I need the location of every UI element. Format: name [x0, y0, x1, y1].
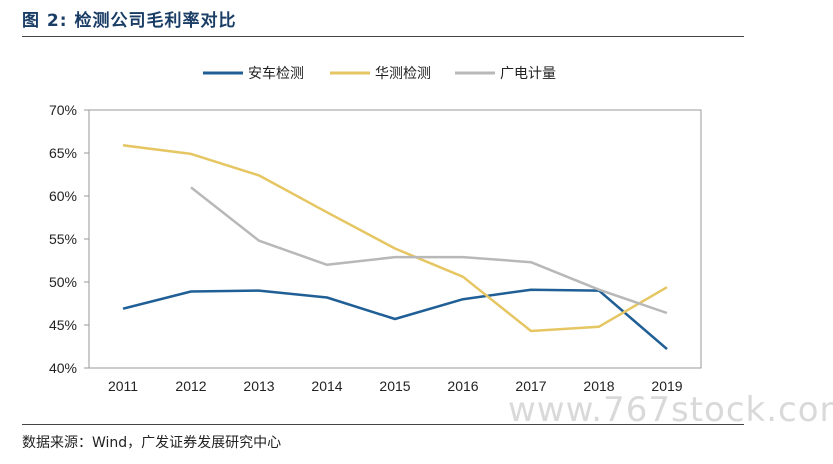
x-tick-label: 2017 [515, 378, 546, 394]
watermark: www.767stock.com [508, 390, 833, 430]
x-tick-label: 2015 [379, 378, 410, 394]
legend-label: 广电计量 [500, 66, 556, 82]
series-line-1 [122, 288, 668, 351]
plot-area-frame [88, 109, 702, 369]
x-tick-label: 2016 [447, 378, 478, 394]
x-tick-label: 2013 [243, 378, 274, 394]
x-tick-label: 2011 [108, 378, 138, 394]
y-tick-label: 60% [49, 188, 77, 204]
source-note: 数据来源：Wind，广发证券发展研究中心 [22, 435, 282, 451]
x-tick-label: 2019 [651, 378, 682, 394]
y-tick-label: 50% [49, 274, 77, 290]
y-tick-label: 70% [49, 102, 77, 118]
series-line-2 [122, 144, 668, 333]
y-tick-label: 40% [49, 360, 77, 376]
x-tick-label: 2018 [583, 378, 614, 394]
y-tick-label: 65% [49, 145, 77, 161]
title-divider [22, 36, 744, 37]
source-divider [22, 424, 744, 425]
x-tick-label: 2012 [175, 378, 206, 394]
x-axis: 2011 2012 2013 2014 2015 2016 2017 2018 2019 [108, 378, 683, 394]
y-tick-label: 45% [49, 317, 77, 333]
x-tick-label: 2014 [311, 378, 342, 394]
legend: 安车检测 华测检测 广电计量 [203, 65, 556, 82]
series-line-3 [190, 186, 668, 315]
legend-label: 安车检测 [248, 65, 304, 82]
figure-title: 图 2: 检测公司毛利率对比 [22, 11, 237, 31]
series-lines [122, 144, 668, 351]
legend-label: 华测检测 [375, 66, 431, 82]
y-axis: 40% 45% 50% 55% 60% 65% 70% [49, 102, 89, 376]
y-tick-label: 55% [49, 231, 77, 247]
